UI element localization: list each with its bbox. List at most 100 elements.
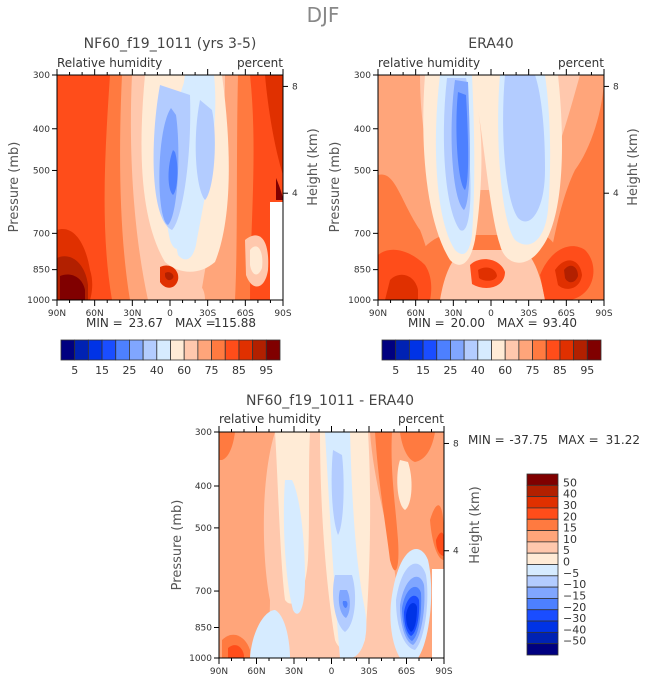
contour-20d — [219, 432, 235, 460]
contour-m40d — [406, 603, 417, 632]
right-label: percent — [558, 56, 604, 70]
axes: 90N 60N 30N 0 30S 60S 90S 300 400 500 700 850 1000 8 4 — [189, 426, 459, 677]
colorbar-label: 40 — [563, 488, 577, 501]
y2-tick-label: 8 — [453, 439, 459, 449]
left-label: relative humidity — [219, 412, 321, 426]
colorbar-swatch — [526, 575, 559, 588]
colorbar-swatch — [87, 339, 103, 361]
contour-15 — [456, 92, 469, 190]
colorbar-swatch — [559, 339, 575, 361]
min-value: 20.00 — [451, 316, 485, 330]
contour-85b — [478, 267, 497, 281]
colorbar-swatch — [526, 631, 559, 645]
colorbar-swatch — [573, 339, 588, 361]
y2-axis-label: Height (km) — [468, 486, 483, 563]
colorbar-label: −5 — [563, 567, 579, 580]
colorbar-swatch — [526, 564, 559, 577]
x-tick-label: 30N — [444, 309, 462, 319]
min-label: MIN = — [86, 316, 123, 330]
min-label: MIN = — [468, 433, 505, 447]
y-tick-label: 700 — [354, 229, 371, 239]
colorbar-swatch — [526, 620, 559, 633]
colorbar-swatch — [422, 339, 438, 361]
y-tick-label: 850 — [354, 266, 371, 276]
colorbar-swatch — [491, 339, 506, 361]
y-axis-label: Pressure (mb) — [170, 500, 185, 591]
min-value: 23.67 — [129, 316, 163, 330]
contour-sh-dark — [165, 272, 174, 281]
colorbar-label: 0 — [563, 556, 570, 569]
y-tick-label: 700 — [195, 587, 212, 597]
colorbar-swatch — [238, 339, 254, 361]
colorbar-label: 40 — [150, 364, 164, 377]
colorbar-swatch — [526, 541, 559, 554]
x-tick-label: 60S — [237, 309, 254, 319]
max-value: 93.40 — [543, 316, 577, 330]
colorbar-label: 60 — [177, 364, 191, 377]
colorbar-swatch — [518, 339, 533, 361]
colorbar-label: 15 — [416, 364, 430, 377]
colorbar-swatch — [526, 586, 559, 599]
contour-100 — [60, 274, 85, 300]
min-value: -37.75 — [509, 433, 548, 447]
x-tick-label: 60N — [247, 667, 265, 677]
colorbar-swatch — [477, 339, 492, 361]
x-tick-label: 60S — [558, 309, 575, 319]
x-tick-label: 90N — [369, 309, 387, 319]
panel-title: NF60_f19_1011 - ERA40 — [246, 393, 414, 409]
y-tick-label: 300 — [195, 428, 212, 438]
colorbar-swatch — [156, 339, 171, 361]
colorbar-label: 5 — [563, 544, 570, 557]
colorbar-swatch — [526, 643, 559, 656]
y-axis-label: Pressure (mb) — [7, 142, 22, 233]
left-label: relative humidity — [378, 56, 480, 70]
panel-obs: ERA40 relative humidity percent 9 — [328, 36, 641, 377]
missing-data — [270, 202, 283, 300]
y-tick-label: 300 — [33, 71, 50, 81]
x-tick-label: 90S — [274, 309, 291, 319]
axes: 90N 60N 30N 0 30S 60S 90S 300 400 500 700 850 1000 8 4 — [348, 69, 619, 319]
low-center — [185, 282, 205, 300]
x-tick-label: 60N — [86, 309, 104, 319]
y-tick-label: 1000 — [27, 296, 50, 306]
figure-title: DJF — [307, 3, 340, 27]
colorbar-swatch — [504, 339, 520, 361]
contour-top-right — [265, 75, 283, 175]
min-label: MIN = — [408, 316, 445, 330]
colorbar-swatch — [381, 339, 397, 361]
right-label: percent — [237, 56, 283, 70]
y2-axis-label: Height (km) — [306, 128, 321, 205]
colorbar: 5 15 25 40 60 75 85 95 — [60, 339, 281, 377]
colorbar-swatch — [463, 339, 479, 361]
colorbar-swatch — [526, 609, 559, 622]
colorbar-label: 40 — [471, 364, 485, 377]
contour-25b — [503, 75, 545, 222]
x-tick-label: 90S — [435, 667, 452, 677]
y-tick-label: 500 — [195, 524, 212, 534]
colorbar-swatch — [115, 339, 130, 361]
colorbar-label: 85 — [232, 364, 246, 377]
colorbar: 5 15 25 40 60 75 85 95 — [381, 339, 602, 377]
colorbar-label: 60 — [498, 364, 512, 377]
panel-title: NF60_f19_1011 (yrs 3-5) — [84, 36, 257, 52]
contour-field — [57, 75, 283, 300]
x-tick-label: 60S — [398, 667, 415, 677]
colorbar-label: −50 — [563, 635, 586, 648]
contour-5c — [397, 460, 412, 510]
colorbar-swatch — [526, 518, 559, 531]
left-label: Relative humidity — [57, 56, 162, 70]
x-tick-label: 30N — [285, 667, 303, 677]
colorbar-swatch — [211, 339, 226, 361]
colorbar-swatch — [129, 339, 144, 361]
contour-20 — [159, 108, 179, 225]
colorbar-swatch — [526, 507, 559, 520]
colorbar-swatch — [101, 339, 117, 361]
colorbar-swatch — [526, 484, 559, 498]
contour-90c — [564, 265, 578, 283]
x-tick-label: 0 — [167, 309, 173, 319]
colorbar-label: −40 — [563, 623, 586, 636]
colorbar-swatch — [74, 339, 89, 361]
contour-m5b — [250, 610, 290, 658]
